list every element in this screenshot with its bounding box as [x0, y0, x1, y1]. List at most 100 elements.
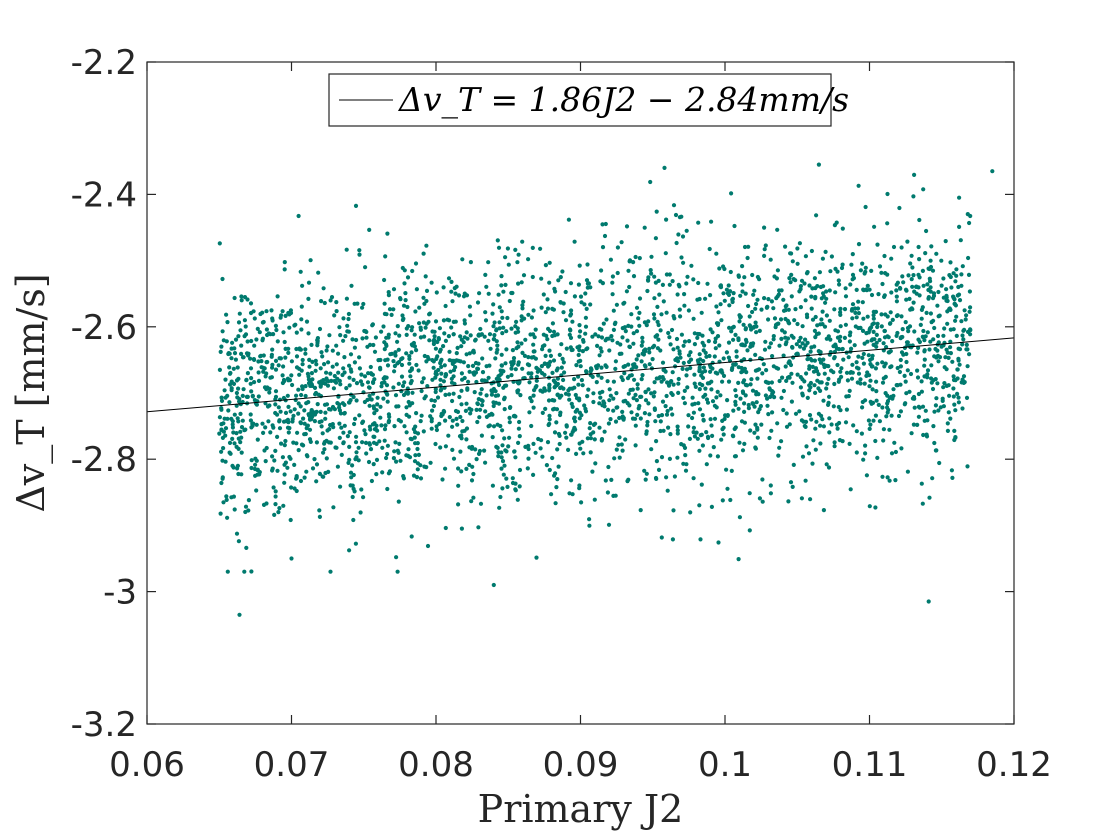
scatter-point — [577, 263, 582, 268]
scatter-point — [891, 387, 896, 392]
scatter-point — [236, 320, 242, 325]
scatter-point — [586, 387, 591, 392]
scatter-point — [928, 311, 934, 316]
scatter-point — [941, 404, 947, 409]
scatter-point — [730, 297, 735, 302]
scatter-point — [877, 264, 883, 269]
scatter-point — [935, 381, 940, 386]
scatter-point — [882, 328, 888, 334]
scatter-point — [783, 335, 788, 340]
scatter-point — [837, 338, 843, 344]
scatter-point — [354, 381, 360, 386]
scatter-point — [476, 525, 481, 530]
scatter-point — [962, 308, 967, 313]
scatter-point — [219, 428, 224, 433]
scatter-point — [252, 316, 257, 321]
scatter-point — [710, 399, 716, 404]
scatter-point — [927, 347, 932, 352]
scatter-point — [674, 240, 679, 246]
scatter-point — [675, 428, 680, 433]
scatter-point — [676, 390, 681, 395]
scatter-point — [236, 386, 241, 391]
scatter-point — [781, 353, 786, 358]
scatter-point — [532, 335, 537, 340]
scatter-point — [627, 259, 632, 264]
scatter-point — [561, 310, 566, 315]
scatter-point — [809, 306, 814, 311]
scatter-point — [479, 433, 484, 438]
scatter-point — [531, 441, 536, 446]
scatter-point — [726, 340, 732, 345]
scatter-point — [277, 418, 282, 423]
scatter-point — [483, 409, 488, 414]
scatter-point — [273, 410, 278, 416]
scatter-point — [433, 387, 438, 392]
scatter-point — [824, 313, 830, 318]
scatter-point — [753, 306, 758, 311]
y-tick-label: -2.2 — [71, 43, 137, 83]
scatter-point — [514, 346, 519, 351]
scatter-point — [225, 416, 230, 421]
scatter-point — [464, 466, 469, 471]
scatter-point — [218, 511, 223, 516]
scatter-point — [538, 388, 543, 393]
scatter-point — [294, 354, 300, 359]
scatter-point — [450, 299, 455, 304]
scatter-point — [238, 440, 243, 445]
scatter-point — [283, 313, 288, 318]
scatter-point — [717, 266, 722, 271]
scatter-point — [499, 283, 504, 288]
scatter-point — [499, 466, 504, 471]
scatter-point — [668, 406, 674, 411]
scatter-point — [644, 431, 649, 436]
scatter-point — [418, 335, 423, 340]
scatter-point — [480, 403, 485, 408]
scatter-point — [730, 433, 736, 438]
scatter-point — [918, 322, 923, 327]
scatter-point — [746, 402, 751, 408]
scatter-point — [248, 412, 253, 417]
scatter-point — [680, 234, 686, 239]
scatter-point — [510, 348, 515, 353]
scatter-point — [944, 298, 949, 303]
scatter-point — [697, 407, 703, 412]
scatter-point — [818, 441, 823, 446]
scatter-point — [650, 357, 655, 362]
scatter-point — [472, 390, 477, 395]
scatter-point — [661, 367, 666, 373]
scatter-point — [457, 434, 463, 439]
scatter-point — [458, 334, 463, 339]
scatter-point — [817, 270, 823, 275]
scatter-point — [647, 412, 652, 417]
scatter-point — [534, 374, 540, 379]
scatter-point — [341, 430, 346, 435]
scatter-point — [597, 353, 602, 358]
scatter-point — [573, 392, 578, 398]
scatter-point — [486, 260, 491, 265]
scatter-point — [558, 300, 563, 305]
scatter-point — [264, 327, 269, 332]
scatter-point — [424, 465, 429, 470]
x-tick-label: 0.12 — [976, 745, 1052, 785]
scatter-point — [337, 378, 342, 383]
y-axis-title: Δv_T [mm/s] — [9, 273, 54, 512]
scatter-point — [431, 365, 436, 370]
scatter-point — [838, 369, 843, 374]
scatter-point — [221, 446, 226, 451]
scatter-point — [710, 433, 715, 438]
scatter-point — [661, 428, 666, 433]
scatter-point — [854, 287, 859, 292]
scatter-point — [370, 323, 375, 328]
scatter-point — [800, 341, 805, 346]
scatter-point — [272, 458, 277, 463]
scatter-point — [239, 425, 245, 430]
scatter-point — [609, 334, 614, 339]
scatter-point — [673, 212, 679, 218]
scatter-point — [550, 321, 556, 326]
scatter-point — [827, 288, 832, 293]
scatter-point — [457, 394, 462, 400]
scatter-point — [611, 379, 617, 384]
x-tick-label: 0.1 — [698, 745, 752, 785]
scatter-point — [239, 298, 244, 303]
scatter-point — [232, 295, 237, 301]
